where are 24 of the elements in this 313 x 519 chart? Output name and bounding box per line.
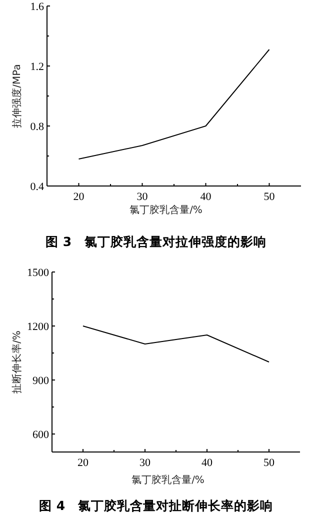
y-tick-label: 900 [32, 375, 50, 387]
y-tick-label: 600 [32, 429, 50, 441]
x-tick-label: 50 [264, 457, 275, 469]
x-tick-label: 50 [264, 191, 276, 203]
y-tick-label: 1500 [27, 267, 50, 279]
x-tick-label: 20 [73, 191, 85, 203]
y-axis-title: 拉伸强度/MPa [11, 64, 23, 128]
x-tick-label: 40 [200, 191, 212, 203]
x-tick-label: 30 [140, 457, 151, 469]
x-axis-title: 氯丁胶乳含量/% [132, 474, 204, 486]
y-axis-title: 扯断伸长率/% [11, 330, 23, 394]
y-tick-label: 0.8 [30, 121, 44, 133]
text: 图 3 氯丁胶乳含量对拉伸强度的影响 [45, 234, 267, 249]
y-tick-label: 1.6 [30, 1, 44, 13]
y-tick-label: 1200 [27, 321, 50, 333]
x-tick-label: 40 [202, 457, 213, 469]
x-tick-label: 30 [136, 191, 148, 203]
x-tick-label: 20 [78, 457, 89, 469]
line-series [82, 326, 270, 362]
y-tick-label: 1.2 [30, 61, 44, 73]
x-axis-title: 氯丁胶乳含量/% [130, 204, 202, 216]
y-tick-label: 0.4 [30, 181, 44, 193]
text: 图 4 氯丁胶乳含量对扯断伸长率的影响 [38, 498, 274, 513]
line-series [78, 49, 270, 160]
